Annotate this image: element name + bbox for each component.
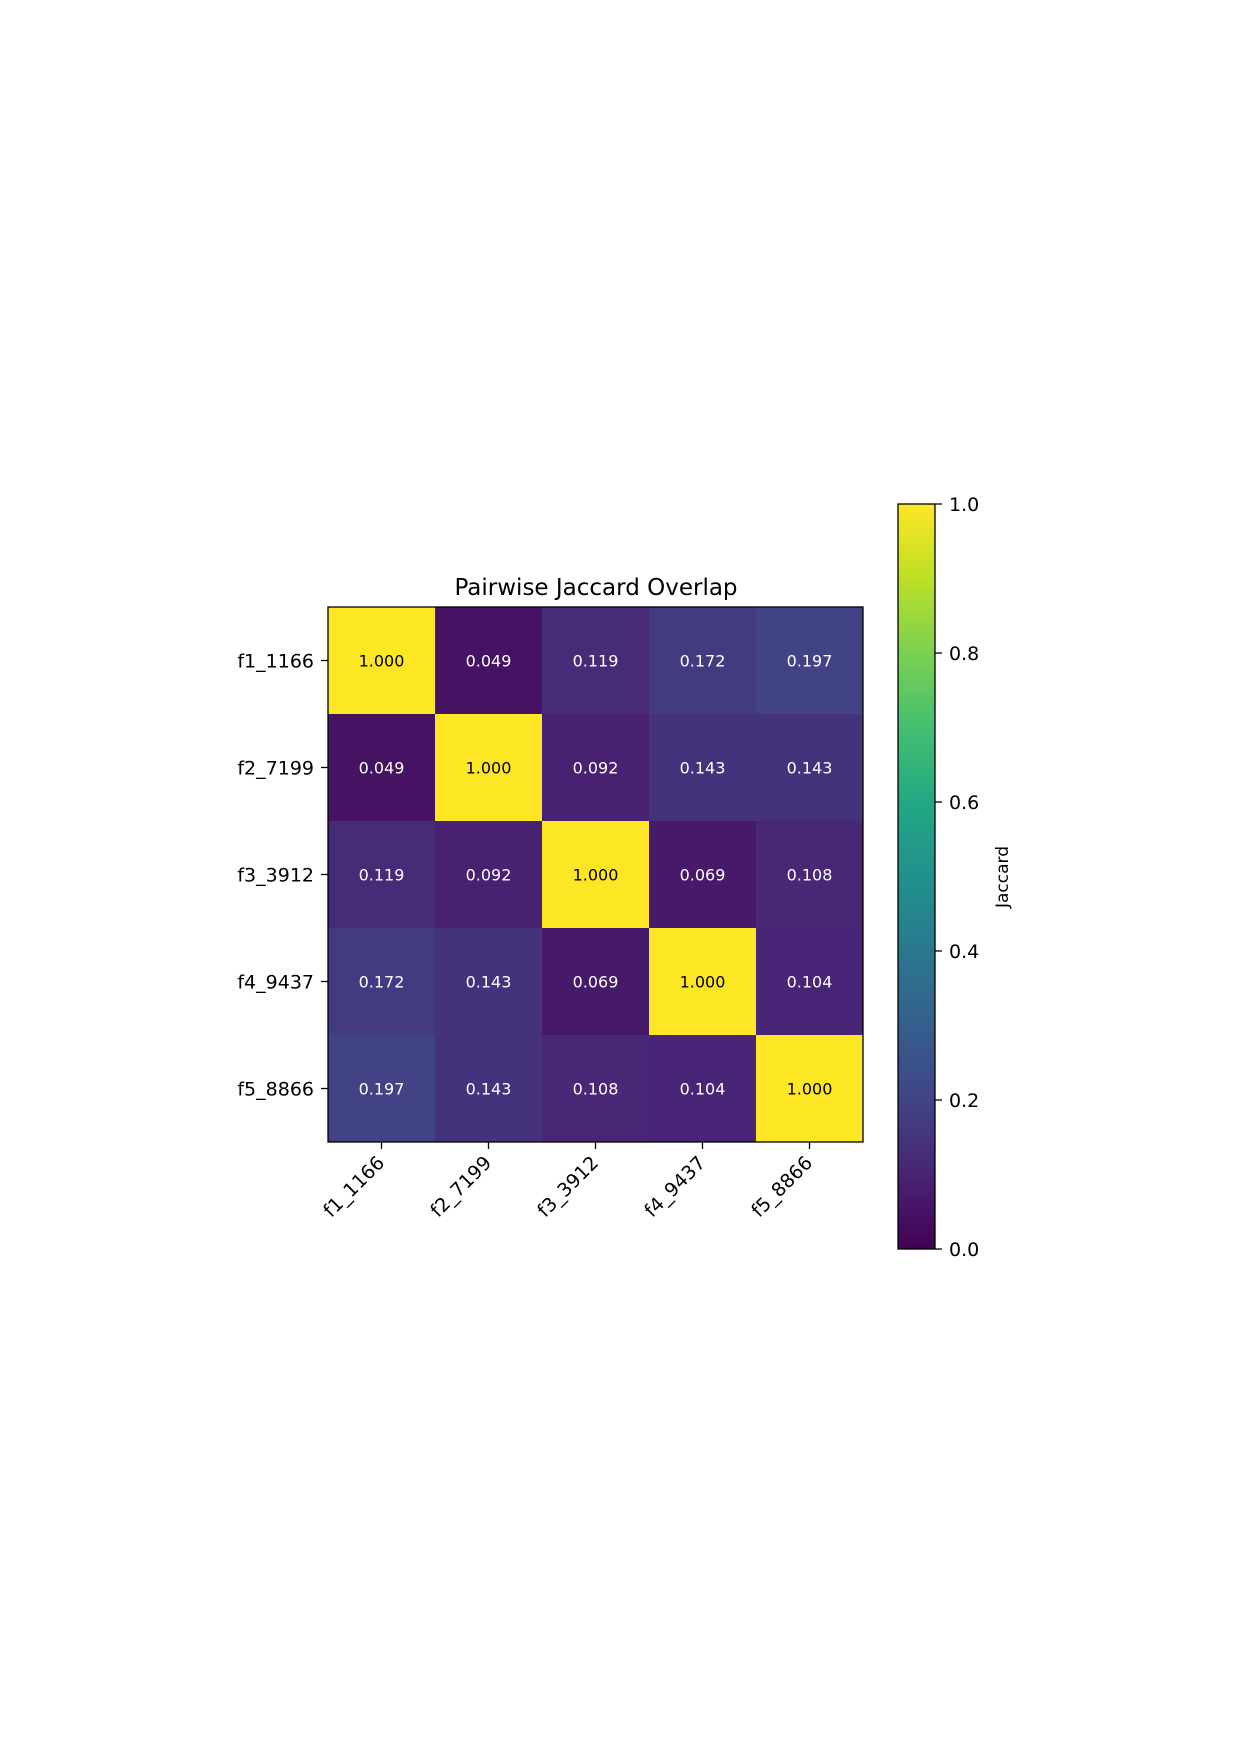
- heatmap-cell-3-4: [756, 928, 864, 1036]
- cell-value-label: 0.197: [787, 652, 833, 671]
- heatmap-cell-2-2: [542, 821, 650, 929]
- heatmap-cell-3-3: [649, 928, 757, 1036]
- heatmap-cell-3-0: [328, 928, 436, 1036]
- heatmap-cell-0-4: [756, 607, 864, 715]
- cell-value-label: 0.143: [466, 973, 512, 992]
- x-tick-label: f2_7199: [426, 1152, 496, 1222]
- cell-value-label: 0.143: [787, 759, 833, 778]
- cell-value-label: 0.172: [359, 973, 405, 992]
- heatmap-cell-2-4: [756, 821, 864, 929]
- heatmap-cell-0-2: [542, 607, 650, 715]
- heatmap-cell-0-1: [435, 607, 543, 715]
- cell-value-label: 0.092: [466, 866, 512, 885]
- cell-value-label: 0.108: [573, 1080, 619, 1099]
- colorbar-tick-label: 0.4: [949, 941, 979, 963]
- y-tick-label: f2_7199: [237, 758, 314, 780]
- heatmap-cell-0-3: [649, 607, 757, 715]
- y-tick-label: f4_9437: [237, 972, 314, 994]
- colorbar-tick-label: 0.8: [949, 643, 979, 665]
- cell-value-label: 0.172: [680, 652, 726, 671]
- y-tick-label: f1_1166: [237, 651, 314, 673]
- cell-value-label: 1.000: [466, 759, 512, 778]
- colorbar-tick-label: 0.0: [949, 1239, 979, 1261]
- heatmap-cell-4-1: [435, 1035, 543, 1143]
- x-tick-label: f5_8866: [747, 1152, 817, 1222]
- cell-value-label: 0.049: [359, 759, 405, 778]
- cell-value-label: 0.108: [787, 866, 833, 885]
- cell-value-label: 1.000: [573, 866, 619, 885]
- heatmap-cell-2-1: [435, 821, 543, 929]
- cell-value-label: 0.092: [573, 759, 619, 778]
- x-tick-label: f4_9437: [640, 1152, 710, 1222]
- cell-value-label: 1.000: [680, 973, 726, 992]
- cell-value-label: 0.069: [680, 866, 726, 885]
- chart-title: Pairwise Jaccard Overlap: [454, 575, 737, 601]
- colorbar-label: Jaccard: [993, 846, 1013, 909]
- colorbar-ticks: 0.0 0.2 0.4 0.6 0.8 1.0: [935, 494, 979, 1261]
- cell-value-label: 1.000: [787, 1080, 833, 1099]
- heatmap-cell-4-4: [756, 1035, 864, 1143]
- heatmap-cell-3-1: [435, 928, 543, 1036]
- cell-value-label: 0.143: [680, 759, 726, 778]
- heatmap-cell-4-3: [649, 1035, 757, 1143]
- heatmap-cell-1-1: [435, 714, 543, 822]
- colorbar-tick-label: 0.2: [949, 1090, 979, 1112]
- cell-value-label: 0.119: [359, 866, 405, 885]
- y-tick-label: f5_8866: [237, 1079, 314, 1101]
- cell-value-label: 0.143: [466, 1080, 512, 1099]
- x-tick-label: f3_3912: [533, 1152, 603, 1222]
- colorbar-tick-label: 1.0: [949, 494, 979, 516]
- heatmap-cell-4-0: [328, 1035, 436, 1143]
- cell-value-label: 0.049: [466, 652, 512, 671]
- heatmap-cell-1-0: [328, 714, 436, 822]
- x-axis: f1_1166 f2_7199 f3_3912 f4_9437 f5_8866: [319, 1142, 817, 1222]
- heatmap-cell-0-0: [328, 607, 436, 715]
- heatmap-cell-1-3: [649, 714, 757, 822]
- y-axis: f1_1166 f2_7199 f3_3912 f4_9437 f5_8866: [237, 651, 328, 1101]
- heatmap-cell-3-2: [542, 928, 650, 1036]
- cell-value-label: 1.000: [359, 652, 405, 671]
- colorbar: [897, 503, 936, 1250]
- heatmap-cell-1-2: [542, 714, 650, 822]
- cell-value-label: 0.069: [573, 973, 619, 992]
- cell-value-label: 0.104: [787, 973, 833, 992]
- cell-value-label: 0.119: [573, 652, 619, 671]
- x-tick-label: f1_1166: [319, 1152, 389, 1222]
- heatmap-cells: 1.000 0.049 0.119 0.172 0.197 0.049 1.000 0.092…: [328, 607, 864, 1143]
- y-tick-label: f3_3912: [237, 865, 314, 887]
- heatmap-cell-2-0: [328, 821, 436, 929]
- heatmap-cell-2-3: [649, 821, 757, 929]
- cell-value-label: 0.197: [359, 1080, 405, 1099]
- heatmap-cell-4-2: [542, 1035, 650, 1143]
- cell-value-label: 0.104: [680, 1080, 726, 1099]
- colorbar-tick-label: 0.6: [949, 792, 979, 814]
- heatmap-cell-1-4: [756, 714, 864, 822]
